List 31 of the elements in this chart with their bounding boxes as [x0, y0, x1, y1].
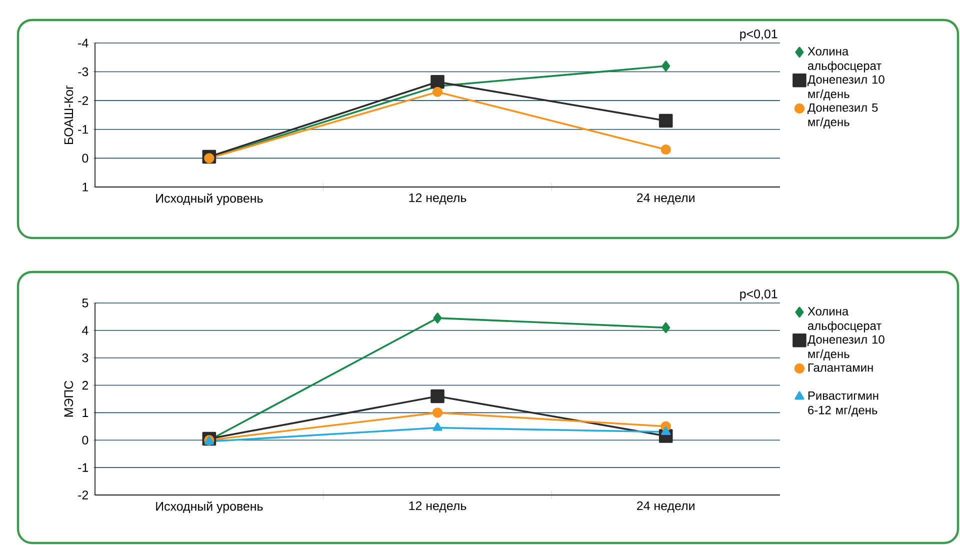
y-tick-label: 0 [82, 436, 88, 445]
y-tick-label: 1 [82, 408, 88, 417]
y-tick-label: -2 [78, 490, 88, 500]
y-tick-label: 3 [82, 353, 88, 362]
legend-label: Донепезил 10 мг/день [808, 335, 884, 360]
y-tick-label: -3 [78, 67, 88, 76]
text: p<0,01 [740, 30, 778, 41]
legend-label: Галантамин [808, 363, 873, 372]
text: p<0,01 [740, 290, 778, 301]
y-tick-label: -1 [78, 125, 88, 134]
legend-label: Донепезил 10 мг/день [808, 75, 884, 100]
y-axis-title: МЭПС [64, 380, 74, 417]
y-tick-label: -4 [78, 38, 88, 48]
y-tick-label: 1 [82, 182, 88, 192]
y-tick-label: -2 [78, 96, 88, 105]
x-tick-label: Исходный уровень [156, 193, 263, 206]
y-axis-title: БОАШ-Ког [64, 85, 74, 144]
x-tick-label: 24 недели [637, 193, 694, 205]
x-tick-label: Исходный уровень [156, 501, 263, 514]
legend-label: Ривастигмин 6-12 мг/день [808, 392, 878, 417]
y-tick-label: 5 [82, 298, 88, 308]
y-tick-label: 4 [82, 326, 88, 335]
legend-label: Холина альфосцерат [808, 307, 882, 332]
y-tick-label: 2 [82, 380, 88, 390]
x-tick-label: 12 недель [409, 193, 466, 205]
y-tick-label: 0 [82, 154, 88, 163]
y-tick-label: -1 [78, 463, 88, 472]
x-tick-label: 12 недель [409, 501, 466, 513]
legend-label: Холина альфосцерат [808, 47, 882, 72]
x-tick-label: 24 недели [637, 501, 694, 513]
legend-label: Донепезил 5 мг/день [808, 103, 878, 128]
